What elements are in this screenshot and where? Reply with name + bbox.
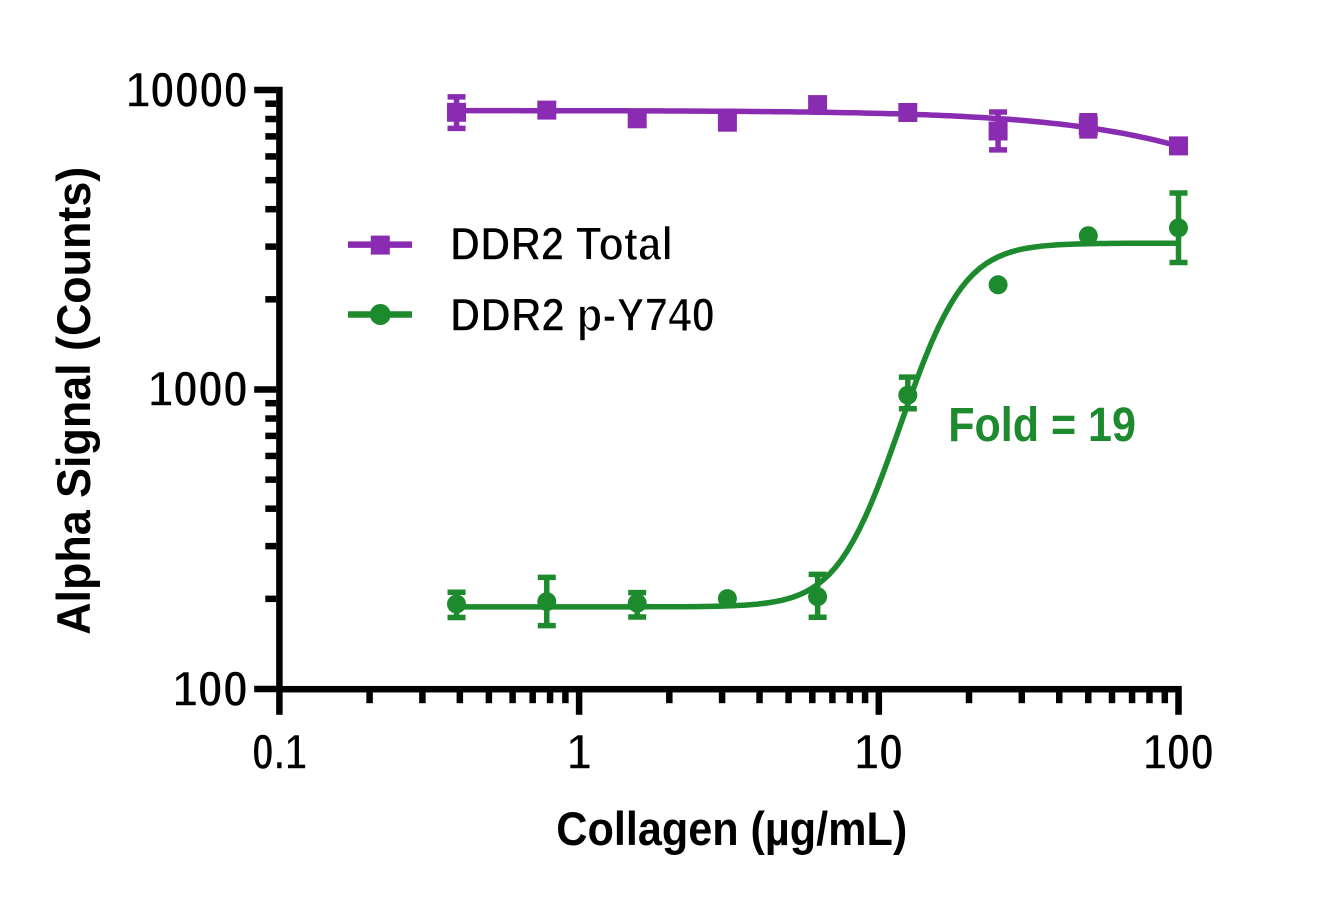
svg-text:10000: 10000 (126, 61, 248, 118)
svg-text:Fold = 19: Fold = 19 (948, 399, 1136, 452)
svg-text:Alpha Signal (Counts): Alpha Signal (Counts) (48, 167, 101, 635)
svg-text:Collagen (µg/mL): Collagen (µg/mL) (556, 803, 907, 856)
svg-text:100: 100 (1143, 723, 1214, 780)
svg-text:DDR2 Total: DDR2 Total (450, 217, 673, 270)
svg-text:0.1: 0.1 (252, 723, 307, 780)
svg-text:10: 10 (854, 723, 903, 780)
svg-text:100: 100 (173, 660, 249, 717)
svg-text:1: 1 (567, 723, 592, 780)
svg-text:DDR2 p-Y740: DDR2 p-Y740 (450, 288, 715, 341)
svg-text:1000: 1000 (148, 360, 248, 417)
